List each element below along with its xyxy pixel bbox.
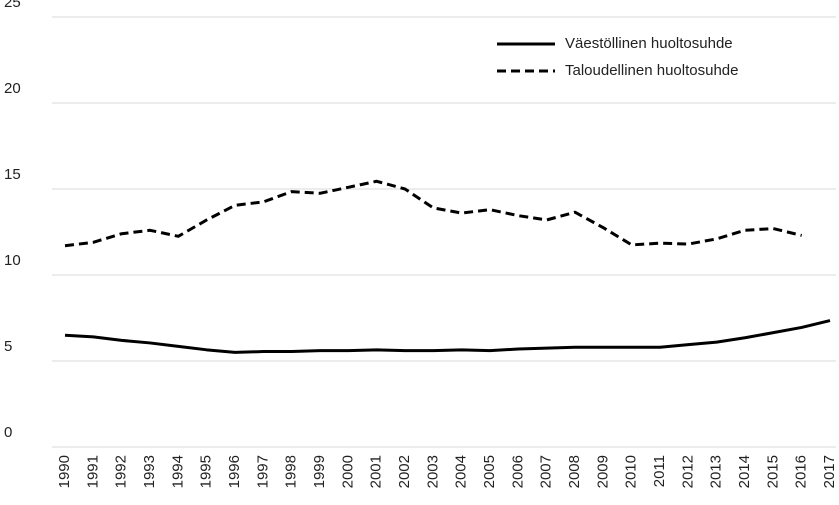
x-tick-label: 2001 bbox=[368, 455, 385, 488]
x-tick-label: 1997 bbox=[254, 455, 271, 488]
x-tick-label: 1992 bbox=[113, 455, 130, 488]
x-tick-label: 2014 bbox=[736, 455, 753, 488]
series-line bbox=[64, 179, 803, 248]
x-tick-label: 2007 bbox=[538, 455, 555, 488]
x-tick-label: 2004 bbox=[453, 455, 470, 488]
series-line bbox=[64, 319, 831, 354]
x-tick-label: 2005 bbox=[481, 455, 498, 488]
x-tick-label: 2000 bbox=[339, 455, 356, 488]
y-tick-label: 15 bbox=[4, 166, 21, 183]
y-tick-label: 5 bbox=[4, 338, 12, 355]
x-tick-label: 2010 bbox=[623, 455, 640, 488]
x-tick-label: 1990 bbox=[56, 455, 73, 488]
x-tick-label: 2013 bbox=[708, 455, 725, 488]
x-tick-label: 1998 bbox=[283, 455, 300, 488]
x-tick-label: 2006 bbox=[509, 455, 526, 488]
x-tick-label: 2017 bbox=[821, 455, 838, 488]
legend-label: Väestöllinen huoltosuhde bbox=[565, 35, 733, 52]
x-tick-label: 1993 bbox=[141, 455, 158, 488]
x-tick-label: 2011 bbox=[651, 455, 668, 487]
x-tick-label: 1995 bbox=[198, 455, 215, 488]
x-tick-label: 1996 bbox=[226, 455, 243, 488]
y-tick-label: 10 bbox=[4, 252, 21, 269]
x-tick-label: 2009 bbox=[594, 455, 611, 488]
x-tick-label: 2003 bbox=[424, 455, 441, 488]
x-tick-label: 2002 bbox=[396, 455, 413, 488]
y-tick-label: 25 bbox=[4, 0, 21, 11]
x-tick-label: 1999 bbox=[311, 455, 328, 488]
x-tick-label: 2016 bbox=[793, 455, 810, 488]
y-tick-label: 20 bbox=[4, 80, 21, 97]
x-tick-label: 1994 bbox=[169, 455, 186, 488]
x-tick-label: 1991 bbox=[84, 455, 101, 488]
x-tick-label: 2015 bbox=[764, 455, 781, 488]
x-tick-label: 2008 bbox=[566, 455, 583, 488]
x-tick-label: 2012 bbox=[679, 455, 696, 488]
y-tick-label: 0 bbox=[4, 424, 12, 441]
legend-label: Taloudellinen huoltosuhde bbox=[565, 62, 738, 79]
